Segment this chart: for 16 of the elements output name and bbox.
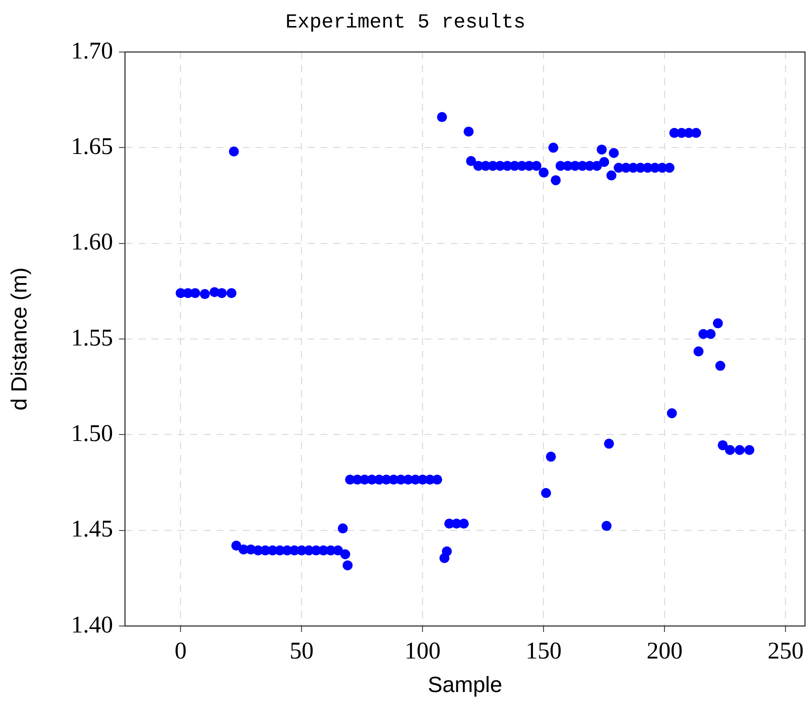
x-tick-label: 250 [768,638,804,665]
y-tick-label: 1.40 [71,612,113,638]
chart-title: Experiment 5 results [285,11,526,34]
x-tick-label: 100 [404,638,441,665]
y-tick-label: 1.70 [71,38,113,64]
x-tick-label: 200 [646,638,683,665]
x-tick-label: 50 [290,638,314,665]
y-tick-label: 1.50 [71,420,113,447]
y-axis-title: d Distance (m) [6,267,32,411]
x-tick-label: 150 [526,638,562,665]
y-tick-label: 1.45 [71,516,113,543]
y-tick-label: 1.60 [71,230,113,256]
y-tick-label: 1.65 [71,134,113,160]
x-tick-label: 0 [174,638,187,665]
x-axis-title: Sample [428,672,502,697]
y-tick-label: 1.55 [71,325,113,352]
